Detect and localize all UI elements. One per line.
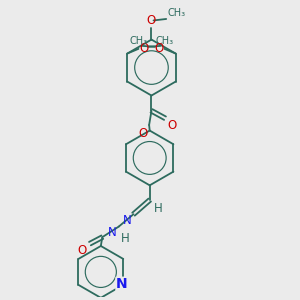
Text: N: N — [108, 226, 117, 239]
Text: CH₃: CH₃ — [167, 8, 185, 18]
Text: O: O — [140, 42, 149, 55]
Text: O: O — [139, 127, 148, 140]
Text: N: N — [122, 214, 131, 226]
Text: N: N — [116, 277, 128, 291]
Text: O: O — [154, 42, 163, 55]
Text: H: H — [154, 202, 163, 215]
Text: O: O — [167, 119, 176, 132]
Text: O: O — [147, 14, 156, 27]
Text: H: H — [121, 232, 130, 245]
Text: CH₃: CH₃ — [129, 36, 147, 46]
Text: O: O — [78, 244, 87, 257]
Text: CH₃: CH₃ — [156, 36, 174, 46]
